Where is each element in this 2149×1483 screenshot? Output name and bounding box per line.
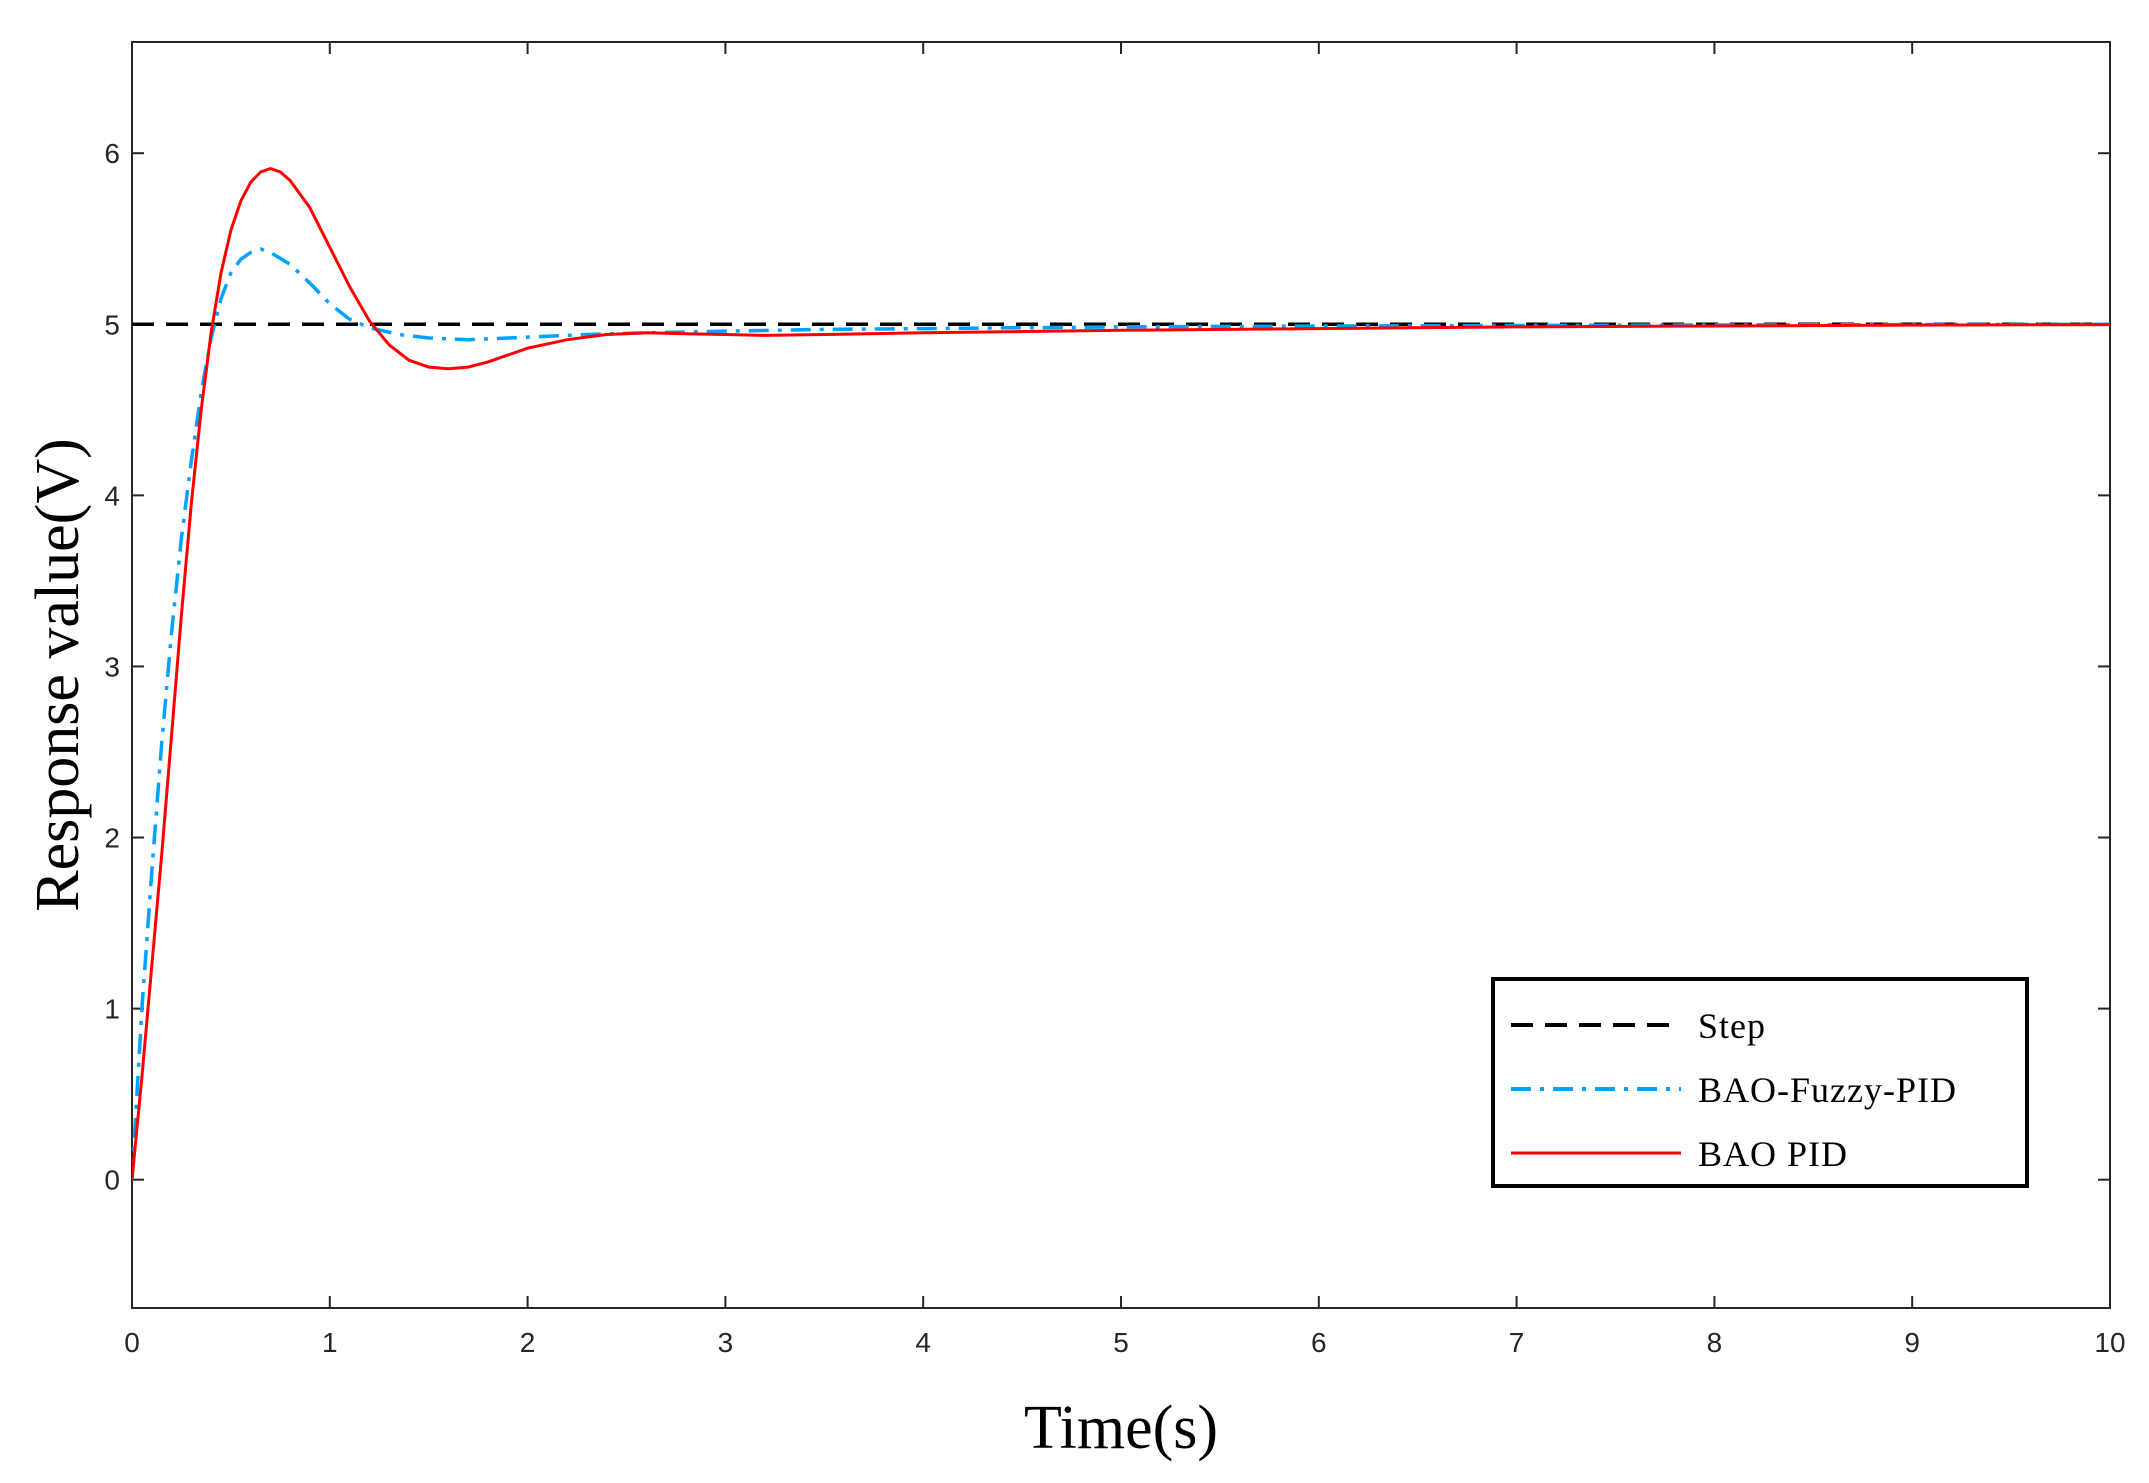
legend-label: BAO PID — [1698, 1134, 1848, 1174]
x-tick-label: 0 — [124, 1327, 140, 1358]
series-line-1 — [132, 247, 2110, 1180]
x-tick-label: 5 — [1113, 1327, 1129, 1358]
series-line-2 — [132, 167, 2110, 1180]
x-tick-label: 2 — [520, 1327, 536, 1358]
x-tick-label: 3 — [718, 1327, 734, 1358]
y-tick-label: 3 — [104, 651, 120, 682]
legend-label: Step — [1698, 1006, 1766, 1046]
x-tick-label: 7 — [1509, 1327, 1525, 1358]
x-tick-label: 6 — [1311, 1327, 1327, 1358]
x-axis-label: Time(s) — [1024, 1394, 1218, 1462]
series-lines — [132, 167, 2110, 1180]
y-tick-label: 6 — [104, 138, 120, 169]
y-tick-label: 4 — [104, 480, 120, 511]
x-tick-label: 8 — [1707, 1327, 1723, 1358]
y-tick-label: 0 — [104, 1165, 120, 1196]
legend: Step BAO-Fuzzy-PID BAO PID — [1491, 977, 2029, 1188]
x-tick-label: 4 — [915, 1327, 931, 1358]
x-tick-label: 10 — [2094, 1327, 2125, 1358]
x-tick-label: 9 — [1904, 1327, 1920, 1358]
x-tick-label: 1 — [322, 1327, 338, 1358]
y-tick-label: 5 — [104, 309, 120, 340]
legend-label: BAO-Fuzzy-PID — [1698, 1070, 1957, 1110]
axis-ticks: 0 1 2 3 4 5 6 7 8 9 10 0 1 2 3 4 5 6 — [104, 42, 2126, 1358]
y-axis-label: Response value(V) — [24, 438, 92, 911]
y-tick-label: 2 — [104, 823, 120, 854]
y-tick-label: 1 — [104, 994, 120, 1025]
